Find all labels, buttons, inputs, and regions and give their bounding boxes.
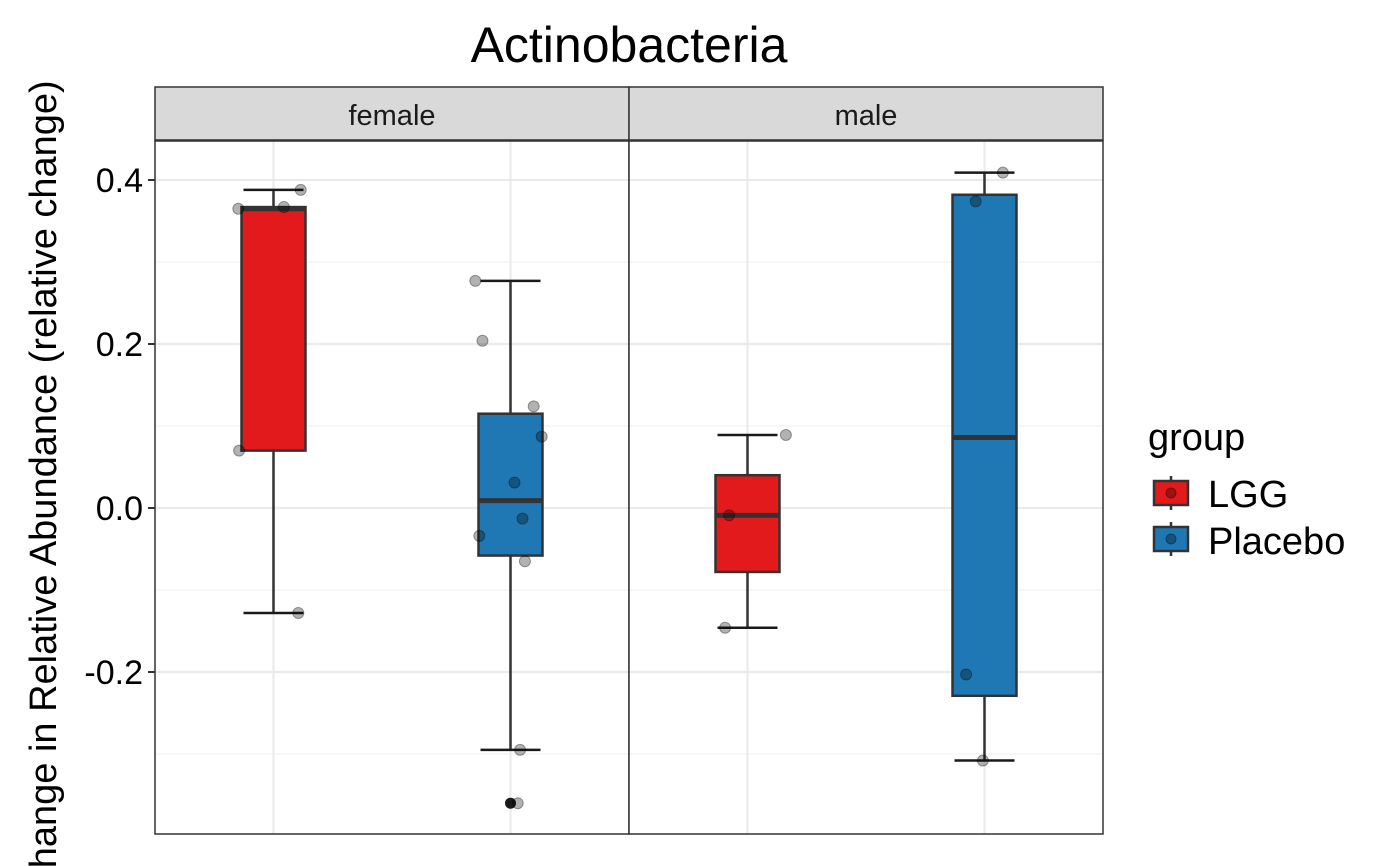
data-point [294, 183, 307, 196]
box-female-placebo [469, 274, 548, 810]
panel-background [629, 141, 1103, 834]
data-point [233, 444, 246, 457]
chart-title: Actinobacteria [471, 17, 788, 73]
data-point [473, 529, 486, 542]
box-male-placebo [951, 166, 1018, 767]
box-iqr [477, 412, 544, 557]
outlier-point [505, 797, 516, 809]
data-point [277, 201, 290, 214]
legend-label-lgg: LGG [1208, 474, 1288, 516]
data-point [518, 555, 531, 568]
data-point [514, 743, 527, 756]
data-point [292, 606, 305, 619]
legend-key-placebo [1152, 525, 1190, 553]
y-tick-label: 0.4 [96, 162, 143, 200]
y-tick-label: 0.0 [96, 490, 143, 528]
data-point [996, 166, 1009, 179]
data-point [511, 797, 524, 810]
data-point [969, 195, 982, 208]
facet-label-female: female [348, 100, 435, 132]
facet-strip-male: male [628, 86, 1104, 141]
data-point [976, 754, 989, 767]
y-tick-label: 0.2 [96, 326, 143, 364]
facet-label-male: male [835, 100, 898, 132]
legend-item-lgg: LGG [1152, 474, 1288, 516]
y-axis-ticks: 0.4 0.2 0.0 -0.2 [84, 162, 143, 692]
data-point [469, 274, 482, 287]
data-point [535, 430, 548, 443]
box-iqr [714, 473, 781, 574]
facet-strip-female: female [154, 86, 630, 141]
legend-label-placebo: Placebo [1208, 521, 1345, 563]
data-point [232, 202, 245, 215]
box-female-lgg [232, 183, 307, 619]
legend-key-lgg [1152, 479, 1190, 507]
data-point [508, 476, 521, 489]
data-point [516, 512, 529, 525]
data-point [723, 509, 736, 522]
data-point [719, 621, 732, 634]
data-point [476, 334, 489, 347]
panel-female [154, 140, 630, 835]
box-iqr [240, 205, 307, 452]
panel-background [155, 141, 629, 834]
data-point [527, 400, 540, 413]
legend-item-placebo: Placebo [1152, 521, 1345, 563]
y-axis-label: Change in Relative Abundance (relative c… [23, 80, 65, 866]
panel-male [628, 140, 1104, 835]
legend-title: group [1148, 417, 1245, 459]
panels [148, 140, 1104, 835]
data-point [960, 668, 973, 681]
legend: group LGG Placebo [1148, 417, 1345, 563]
y-tick-label: -0.2 [84, 654, 143, 692]
box-male-lgg [714, 429, 792, 634]
data-point [779, 429, 792, 442]
box-iqr [951, 193, 1018, 698]
panel-border [628, 140, 1104, 835]
